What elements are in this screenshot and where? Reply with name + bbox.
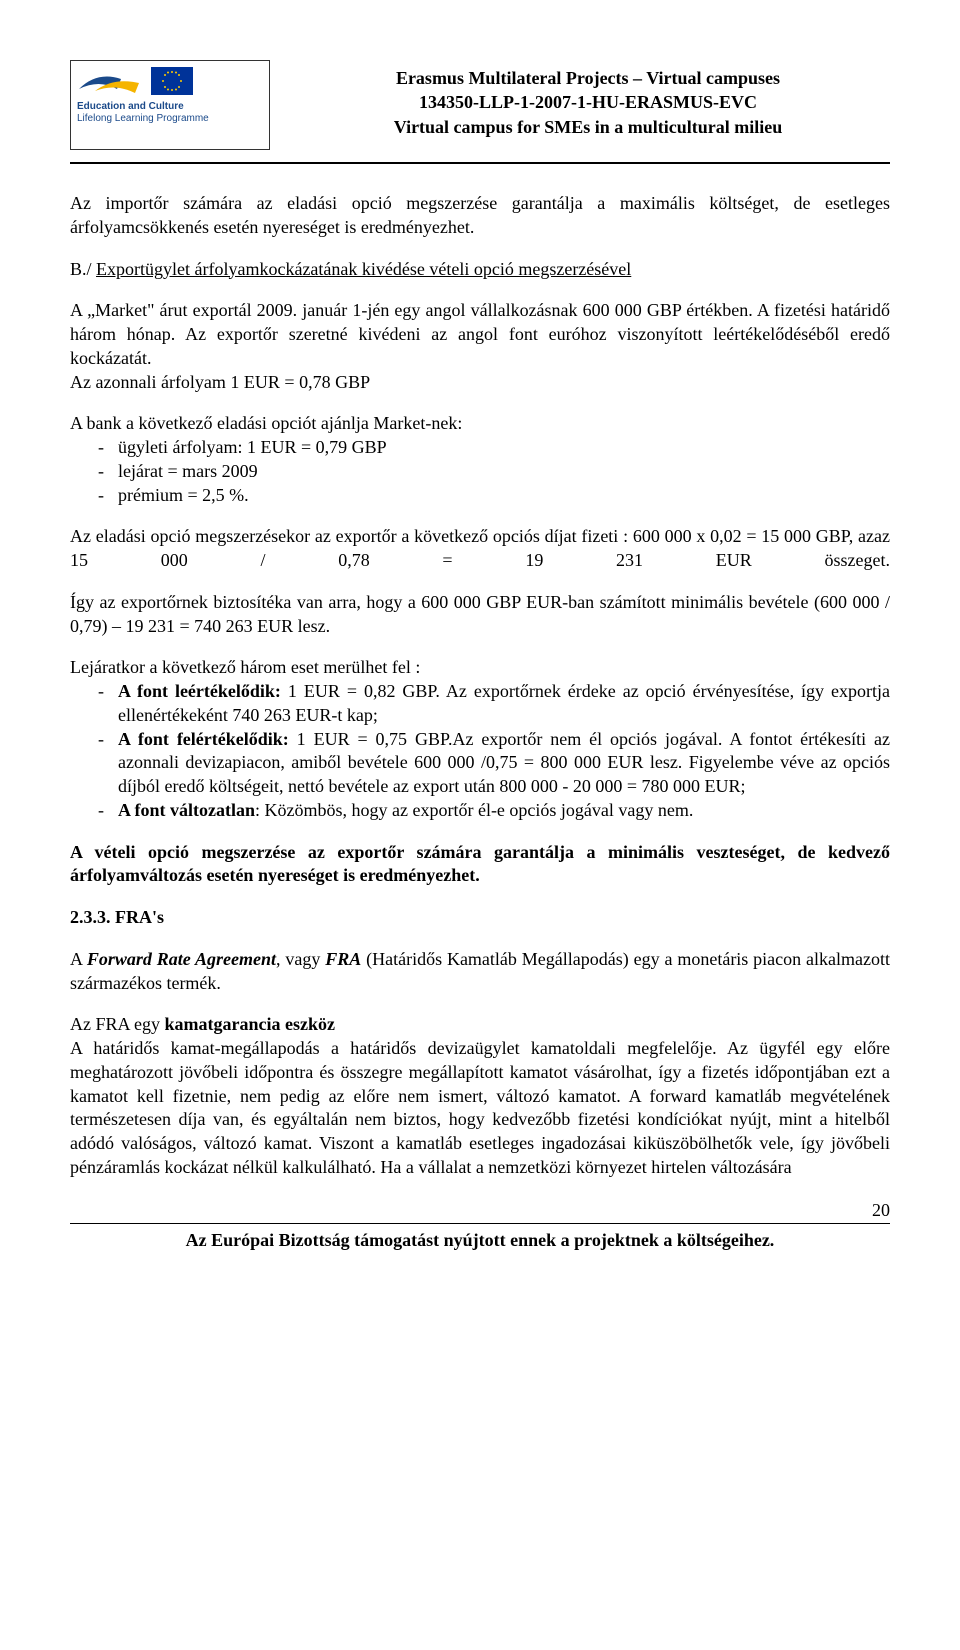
paragraph-intro: Az importőr számára az eladási opció meg… (70, 192, 890, 240)
paragraph-scenario: A „Market" árut exportál 2009. január 1-… (70, 299, 890, 370)
logo-text: Education and Culture Lifelong Learning … (77, 101, 263, 124)
header-title-1: Erasmus Multilateral Projects – Virtual … (286, 66, 890, 90)
header-title-2: 134350-LLP-1-2007-1-HU-ERASMUS-EVC (286, 90, 890, 114)
section-b-title: Exportügylet árfolyamkockázatának kivédé… (96, 259, 631, 279)
case-text: : Közömbös, hogy az exportőr él-e opciós… (255, 800, 693, 820)
section-heading-fra: 2.3.3. FRA's (70, 906, 890, 930)
page-header: Education and Culture Lifelong Learning … (70, 60, 890, 150)
header-title-3: Virtual campus for SMEs in a multicultur… (286, 115, 890, 139)
header-divider (70, 162, 890, 164)
page-number: 20 (70, 1200, 890, 1221)
swoosh-icon (77, 65, 147, 97)
paragraph-premium-calc: Az eladási opció megszerzésekor az expor… (70, 525, 890, 573)
list-item-case: A font változatlan: Közömbös, hogy az ex… (118, 799, 890, 823)
page: Education and Culture Lifelong Learning … (0, 0, 960, 1291)
eu-flag-icon (151, 67, 193, 95)
t: Az FRA egy (70, 1014, 165, 1034)
case-label: A font változatlan (118, 800, 255, 820)
list-item: prémium = 2,5 %. (118, 484, 890, 508)
footer-text: Az Európai Bizottság támogatást nyújtott… (70, 1230, 890, 1251)
t: , vagy (276, 949, 325, 969)
document-body: Az importőr számára az eladási opció meg… (70, 192, 890, 1180)
fra-fullname: Forward Rate Agreement (87, 949, 276, 969)
paragraph-fra-explain: A határidős kamat-megállapodás a határid… (70, 1037, 890, 1180)
paragraph-spot-rate: Az azonnali árfolyam 1 EUR = 0,78 GBP (70, 371, 890, 395)
fra-tool-bold: kamatgarancia eszköz (165, 1014, 335, 1034)
paragraph-bank-offer: A bank a következő eladási opciót ajánlj… (70, 412, 890, 436)
paragraph-fra-tool: Az FRA egy kamatgarancia eszköz (70, 1013, 890, 1037)
header-titles: Erasmus Multilateral Projects – Virtual … (286, 60, 890, 139)
list-item-case: A font leértékelődik: 1 EUR = 0,82 GBP. … (118, 680, 890, 728)
logo-text-line2: Lifelong Learning Programme (77, 113, 263, 125)
section-b-prefix: B./ (70, 259, 96, 279)
bank-offer-list: ügyleti árfolyam: 1 EUR = 0,79 GBP lejár… (70, 436, 890, 507)
cases-list: A font leértékelődik: 1 EUR = 0,82 GBP. … (70, 680, 890, 823)
list-item: ügyleti árfolyam: 1 EUR = 0,79 GBP (118, 436, 890, 460)
logo-graphics-row (77, 65, 263, 97)
paragraph-cases-intro: Lejáratkor a következő három eset merülh… (70, 656, 890, 680)
footer-divider (70, 1223, 890, 1224)
page-footer: 20 Az Európai Bizottság támogatást nyújt… (70, 1200, 890, 1251)
logo-text-line1: Education and Culture (77, 101, 263, 113)
list-item-case: A font felértékelődik: 1 EUR = 0,75 GBP.… (118, 728, 890, 799)
paragraph-fra-def: A Forward Rate Agreement, vagy FRA (Hatá… (70, 948, 890, 996)
list-item: lejárat = mars 2009 (118, 460, 890, 484)
fra-abbrev: FRA (325, 949, 361, 969)
case-label: A font leértékelődik: (118, 681, 281, 701)
paragraph-conclusion: A vételi opció megszerzése az exportőr s… (70, 841, 890, 889)
paragraph-section-b: B./ Exportügylet árfolyamkockázatának ki… (70, 258, 890, 282)
paragraph-min-revenue: Így az exportőrnek biztosítéka van arra,… (70, 591, 890, 639)
t: A (70, 949, 87, 969)
case-label: A font felértékelődik: (118, 729, 289, 749)
eu-programme-logo: Education and Culture Lifelong Learning … (70, 60, 270, 150)
